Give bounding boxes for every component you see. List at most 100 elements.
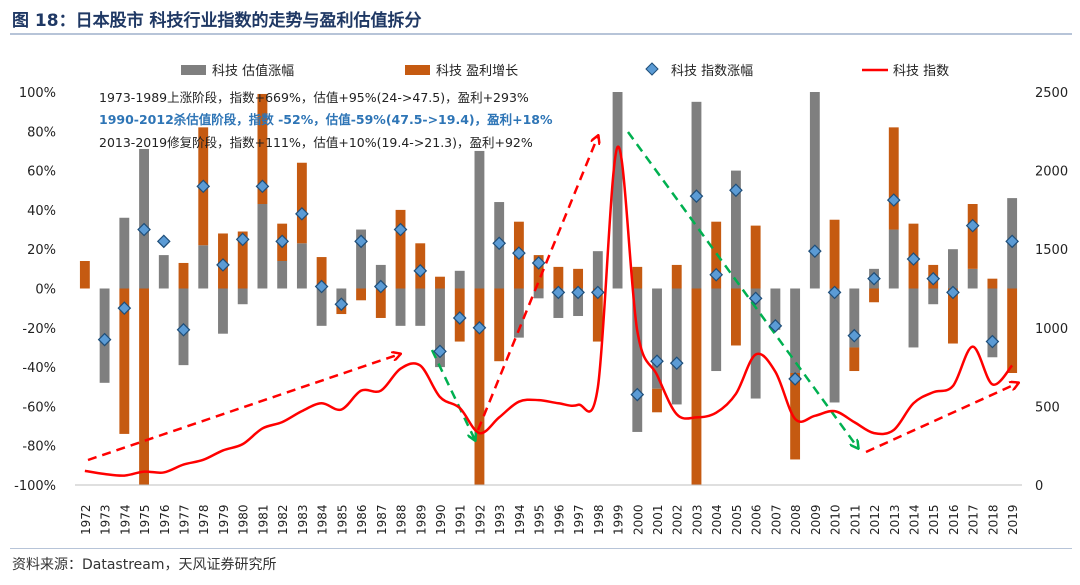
earnings-bar <box>178 262 189 289</box>
earnings-bar <box>435 276 445 289</box>
index-change-marker <box>847 328 862 343</box>
valuation-bar <box>513 288 524 338</box>
x-tick-label: 2019 <box>1006 504 1020 535</box>
earnings-bar <box>592 288 603 342</box>
x-tick-label: 2015 <box>927 504 941 535</box>
x-tick-label: 2012 <box>868 504 882 535</box>
valuation-bar <box>218 288 228 334</box>
earnings-bar <box>790 372 801 460</box>
downtrend-arrow <box>626 131 858 448</box>
valuation-bar <box>612 92 623 289</box>
index-change-marker <box>590 285 605 300</box>
x-tick-label: 1987 <box>375 504 389 535</box>
x-tick-label: 1989 <box>414 504 428 535</box>
earnings-bar <box>1007 288 1018 373</box>
x-tick-label: 2001 <box>651 504 665 535</box>
valuation-bar <box>987 288 998 358</box>
x-tick-label: 2007 <box>769 504 783 535</box>
chart-legend: 科技 估值涨幅 科技 盈利增长 科技 指数涨幅 科技 指数 <box>181 62 949 79</box>
valuation-bar <box>336 288 347 303</box>
index-change-marker <box>531 256 546 270</box>
x-tick-label: 1998 <box>592 504 606 535</box>
index-change-marker <box>669 356 684 371</box>
index-change-marker <box>255 179 270 194</box>
valuation-bar <box>158 255 169 289</box>
left-tick-label: -40% <box>22 361 56 376</box>
legend-swatch-0 <box>181 65 206 75</box>
left-tick-label: 40% <box>27 204 56 219</box>
x-tick-label: 2002 <box>671 504 685 535</box>
earnings-bar <box>316 257 327 289</box>
valuation-bar <box>928 288 939 305</box>
x-tick-label: 1986 <box>355 504 369 535</box>
x-tick-label: 2017 <box>967 504 981 535</box>
index-change-marker <box>117 301 132 315</box>
index-change-marker <box>965 218 980 233</box>
chart: 科技 估值涨幅 科技 盈利增长 科技 指数涨幅 科技 指数 -100% -80% -60%… <box>14 62 1068 535</box>
index-change-marker <box>748 291 763 306</box>
x-tick-label: 1996 <box>552 504 566 535</box>
legend-swatch-1 <box>405 65 430 75</box>
earnings-bar <box>494 288 505 362</box>
valuation-bar <box>750 288 761 399</box>
index-change-marker <box>886 193 901 207</box>
index-change-marker <box>295 206 309 221</box>
valuation-bar <box>790 288 801 373</box>
x-tick-label: 1990 <box>434 504 448 535</box>
index-change-marker <box>472 320 487 335</box>
valuation-bar <box>908 288 919 348</box>
x-tick-label: 1997 <box>572 504 586 535</box>
left-tick-label: -80% <box>22 440 56 455</box>
index-change-marker <box>97 332 112 347</box>
earnings-bar <box>750 225 761 289</box>
earnings-bar <box>987 278 998 289</box>
index-change-marker <box>275 234 290 249</box>
valuation-bar <box>454 270 465 289</box>
valuation-bar <box>237 288 248 305</box>
index-change-marker <box>433 344 447 359</box>
phase-annotation-1: 1973-1989上涨阶段，指数+669%，估值+95%(24->47.5)，盈… <box>99 90 529 105</box>
index-change-marker <box>985 334 1000 349</box>
earnings-bar <box>849 347 860 372</box>
earnings-bar <box>474 288 485 485</box>
earnings-bar <box>730 288 741 346</box>
x-tick-label: 1992 <box>473 504 487 535</box>
earnings-bar <box>356 288 367 301</box>
legend-swatch-2 <box>645 62 659 76</box>
index-change-marker <box>630 387 645 402</box>
index-change-marker <box>512 246 526 260</box>
x-tick-label: 1995 <box>533 504 547 535</box>
right-tick-label: 1000 <box>1035 322 1068 337</box>
index-change-marker <box>571 285 585 300</box>
valuation-bar <box>395 288 406 326</box>
x-axis: 1972 1973 1974 1975 1976 1977 1978 1979 1980 1981… <box>75 484 1022 535</box>
x-tick-label: 2013 <box>888 504 902 535</box>
x-tick-label: 2009 <box>809 504 823 535</box>
earnings-bar <box>652 388 662 413</box>
valuation-bar <box>316 288 327 326</box>
earnings-bar <box>139 288 149 485</box>
valuation-bar <box>592 251 603 289</box>
valuation-bar <box>948 249 958 289</box>
source-note: 资料来源：Datastream，天风证券研究所 <box>12 557 277 573</box>
valuation-bar <box>632 288 643 432</box>
valuation-bar <box>573 288 584 317</box>
index-change-marker <box>650 354 664 369</box>
left-tick-label: 100% <box>19 86 56 101</box>
x-tick-label: 1972 <box>79 504 93 535</box>
valuation-bar <box>671 288 682 405</box>
index-change-marker <box>492 236 507 251</box>
valuation-bar <box>277 260 288 289</box>
earnings-bar <box>119 288 130 434</box>
right-tick-label: 2500 <box>1035 86 1068 101</box>
x-tick-label: 2004 <box>710 504 724 535</box>
index-change-marker <box>354 234 368 249</box>
earnings-bar <box>257 93 268 205</box>
x-tick-label: 1994 <box>513 504 527 535</box>
earnings-bar <box>948 288 958 344</box>
x-tick-label: 2016 <box>947 504 961 535</box>
index-change-marker <box>176 322 191 337</box>
index-change-marker <box>827 285 842 300</box>
phase-annotation-2: 1990-2012杀估值阶段，指数 -52%，估值-59%(47.5->19.4… <box>99 112 553 127</box>
left-tick-label: 60% <box>27 165 56 180</box>
